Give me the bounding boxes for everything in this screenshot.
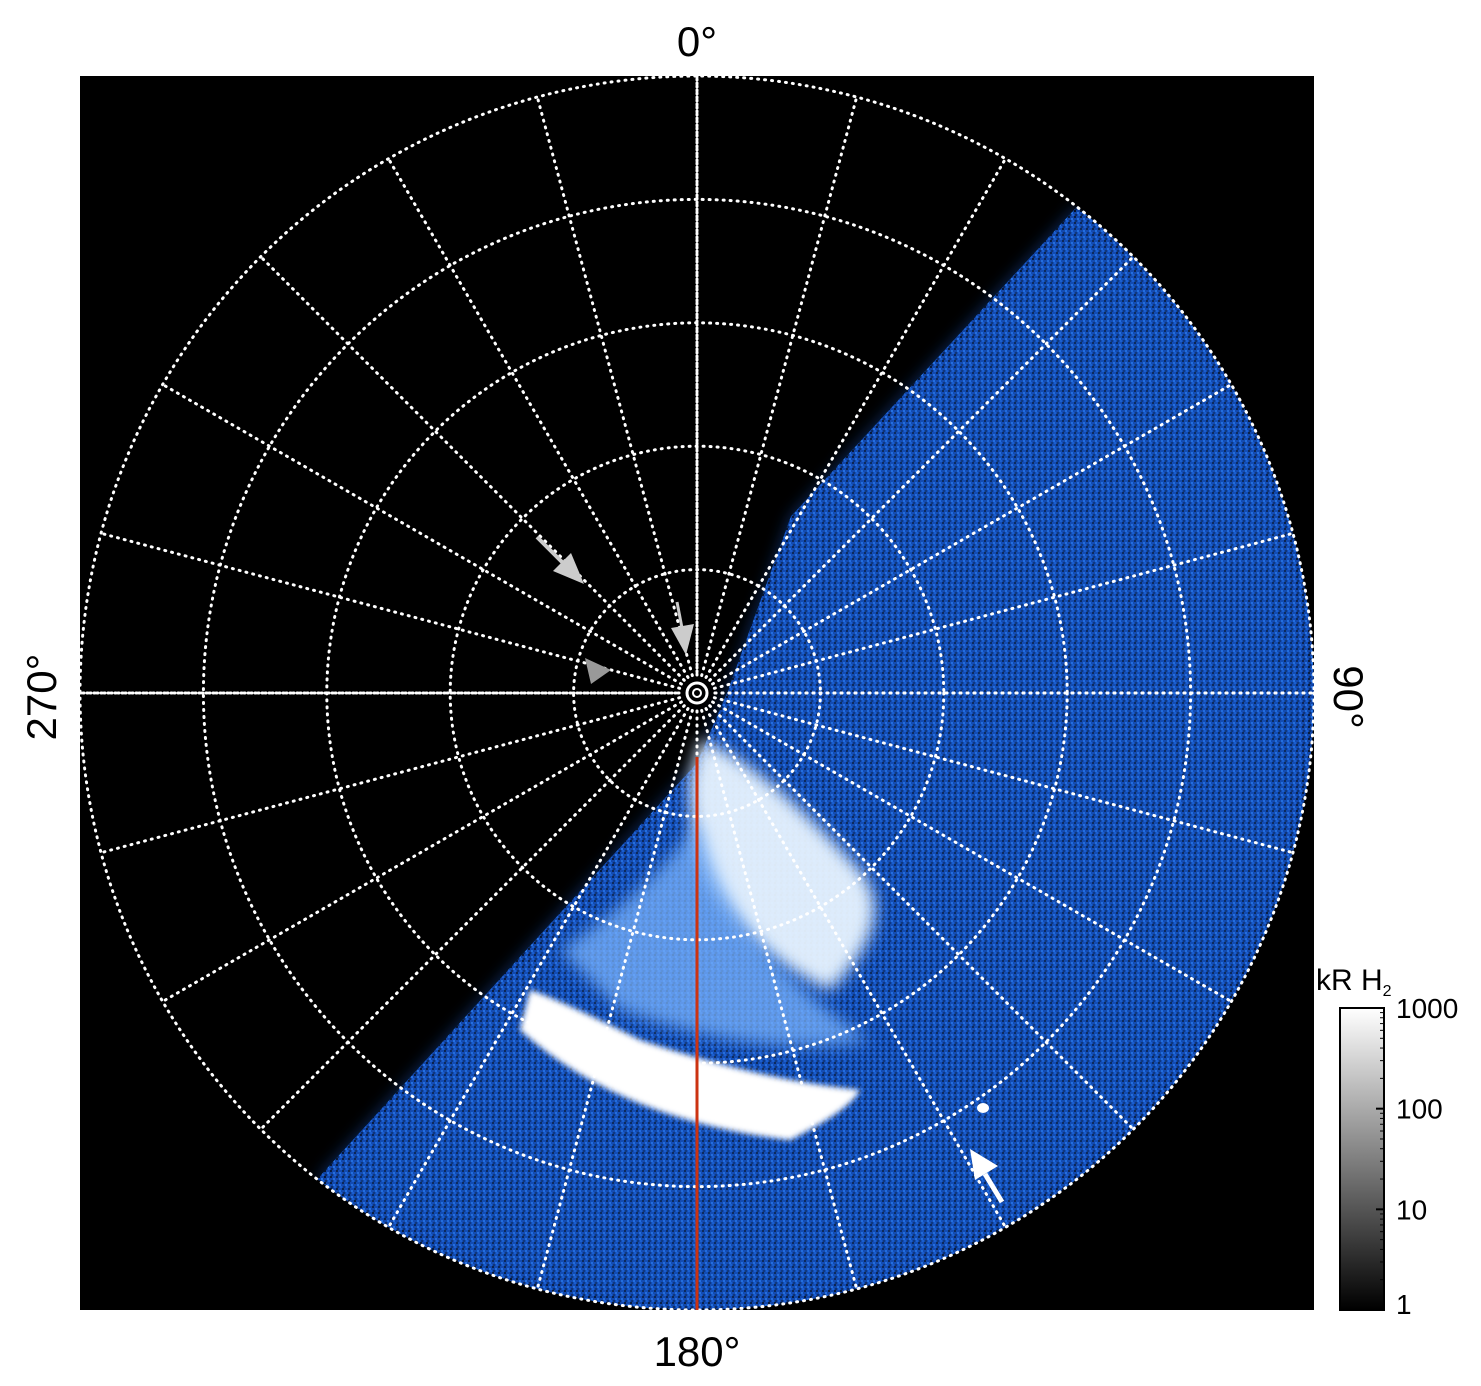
longitude-line (259, 255, 686, 682)
pole-marker-outer (685, 681, 709, 705)
longitude-line (712, 531, 1295, 690)
longitude-line (387, 707, 690, 1229)
longitude-line (535, 95, 694, 678)
colorbar-tick-label: 100 (1396, 1094, 1443, 1125)
longitude-line (711, 383, 1233, 686)
longitude-line (161, 383, 683, 686)
colorbar: kR H2 1000 100 10 1 (1316, 964, 1458, 1320)
colorbar-title: kR H2 (1316, 964, 1392, 1000)
arrow-icon (970, 1149, 1005, 1204)
longitude-line (387, 157, 690, 679)
longitude-line (700, 95, 859, 678)
longitude-line (711, 700, 1233, 1003)
colorbar-tick-label: 1000 (1396, 993, 1458, 1024)
pole-marker-inner (692, 688, 702, 698)
label-90-degrees: 90° (1325, 665, 1372, 729)
auroral-inner-region (690, 740, 875, 990)
label-270-degrees: 270° (18, 654, 65, 741)
auroral-spot (977, 1103, 989, 1113)
longitude-line (99, 531, 682, 690)
longitude-line (704, 707, 1007, 1229)
arrow-icon (671, 601, 694, 655)
longitude-line (712, 696, 1295, 855)
label-180-degrees: 180° (654, 1328, 741, 1375)
longitude-line (704, 157, 1007, 679)
auroral-main-band (520, 990, 860, 1140)
longitude-line (161, 700, 683, 1003)
longitude-line (99, 696, 682, 855)
colorbar-title-main: kR H (1316, 964, 1383, 997)
arrow-icon (585, 658, 611, 684)
colorbar-ticks: 1000 100 10 1 (1376, 993, 1458, 1320)
longitude-line (708, 704, 1135, 1131)
longitude-line (700, 708, 859, 1291)
colorbar-tick-label: 1 (1396, 1289, 1412, 1320)
longitude-line (259, 704, 686, 1131)
arrow-icon (535, 535, 584, 584)
label-0-degrees: 0° (677, 18, 717, 65)
longitude-line (535, 708, 694, 1291)
auroral-diffuse-region (560, 820, 870, 1046)
colorbar-tick-label: 10 (1396, 1194, 1427, 1225)
gray-arrows (535, 535, 694, 684)
emission-image (317, 206, 1314, 1310)
white-arrow (970, 1149, 1005, 1204)
colorbar-gradient (1339, 1007, 1385, 1311)
longitude-line (708, 255, 1135, 682)
colorbar-title-subscript: 2 (1383, 983, 1392, 1000)
